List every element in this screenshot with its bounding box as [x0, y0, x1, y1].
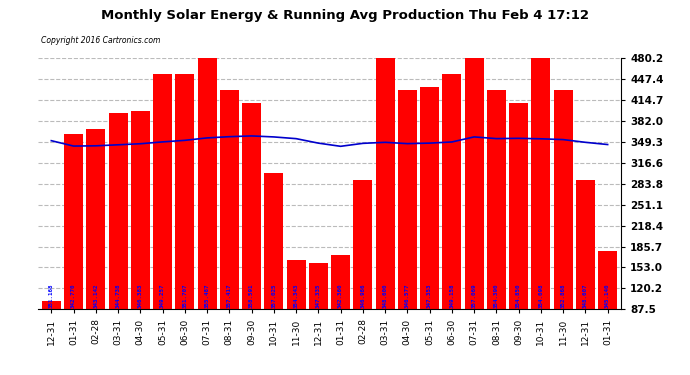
Text: 352.868: 352.868	[561, 283, 566, 308]
Bar	[286, 260, 306, 365]
Text: 346.577: 346.577	[405, 283, 410, 308]
Bar	[64, 134, 83, 365]
Text: 357.417: 357.417	[227, 283, 232, 308]
Bar	[531, 54, 551, 365]
Text: 349.158: 349.158	[449, 283, 455, 308]
Text: 351.168: 351.168	[49, 283, 54, 308]
Text: Copyright 2016 Cartronics.com: Copyright 2016 Cartronics.com	[41, 36, 161, 45]
Text: 343.142: 343.142	[93, 283, 98, 308]
Text: 355.487: 355.487	[204, 283, 210, 308]
Text: 347.335: 347.335	[316, 283, 321, 308]
Text: 349.257: 349.257	[160, 283, 165, 308]
Text: 345.140: 345.140	[605, 283, 610, 308]
Text: Monthly Solar Energy & Running Avg Production Thu Feb 4 17:12: Monthly Solar Energy & Running Avg Produ…	[101, 9, 589, 22]
Text: 351.707: 351.707	[182, 283, 187, 308]
Text: 348.607: 348.607	[583, 283, 588, 308]
Text: 354.390: 354.390	[494, 283, 499, 308]
Bar	[220, 90, 239, 365]
Text: 348.600: 348.600	[383, 283, 388, 308]
Bar	[86, 129, 106, 365]
Text: ■ Monthly  (kWh): ■ Monthly (kWh)	[565, 22, 649, 31]
Bar	[509, 103, 528, 365]
Text: 354.850: 354.850	[516, 283, 521, 308]
Bar	[131, 111, 150, 365]
Text: 347.353: 347.353	[427, 283, 432, 308]
Text: 346.986: 346.986	[360, 283, 366, 308]
Bar	[153, 74, 172, 365]
Bar	[464, 54, 484, 365]
Bar	[398, 90, 417, 365]
Bar	[175, 74, 195, 365]
Text: 346.383: 346.383	[138, 283, 143, 308]
Bar	[487, 90, 506, 365]
Bar	[264, 173, 284, 365]
Bar	[242, 103, 261, 365]
Bar	[42, 302, 61, 365]
Bar	[331, 255, 350, 365]
Text: 357.069: 357.069	[472, 283, 477, 308]
Text: 354.343: 354.343	[293, 283, 299, 308]
Bar	[598, 252, 617, 365]
Bar	[553, 90, 573, 365]
Bar	[309, 263, 328, 365]
Text: 358.591: 358.591	[249, 283, 254, 308]
Text: Average  (kWh): Average (kWh)	[448, 22, 522, 31]
Bar	[353, 180, 373, 365]
Bar	[420, 87, 439, 365]
Bar	[197, 54, 217, 365]
Text: 344.738: 344.738	[115, 283, 121, 308]
Bar	[375, 54, 395, 365]
Bar	[442, 74, 462, 365]
Text: 354.098: 354.098	[538, 283, 544, 308]
Text: 357.025: 357.025	[271, 283, 276, 308]
Bar	[108, 112, 128, 365]
Text: 342.770: 342.770	[71, 283, 76, 308]
Bar	[576, 180, 595, 365]
Text: 342.360: 342.360	[338, 283, 343, 308]
